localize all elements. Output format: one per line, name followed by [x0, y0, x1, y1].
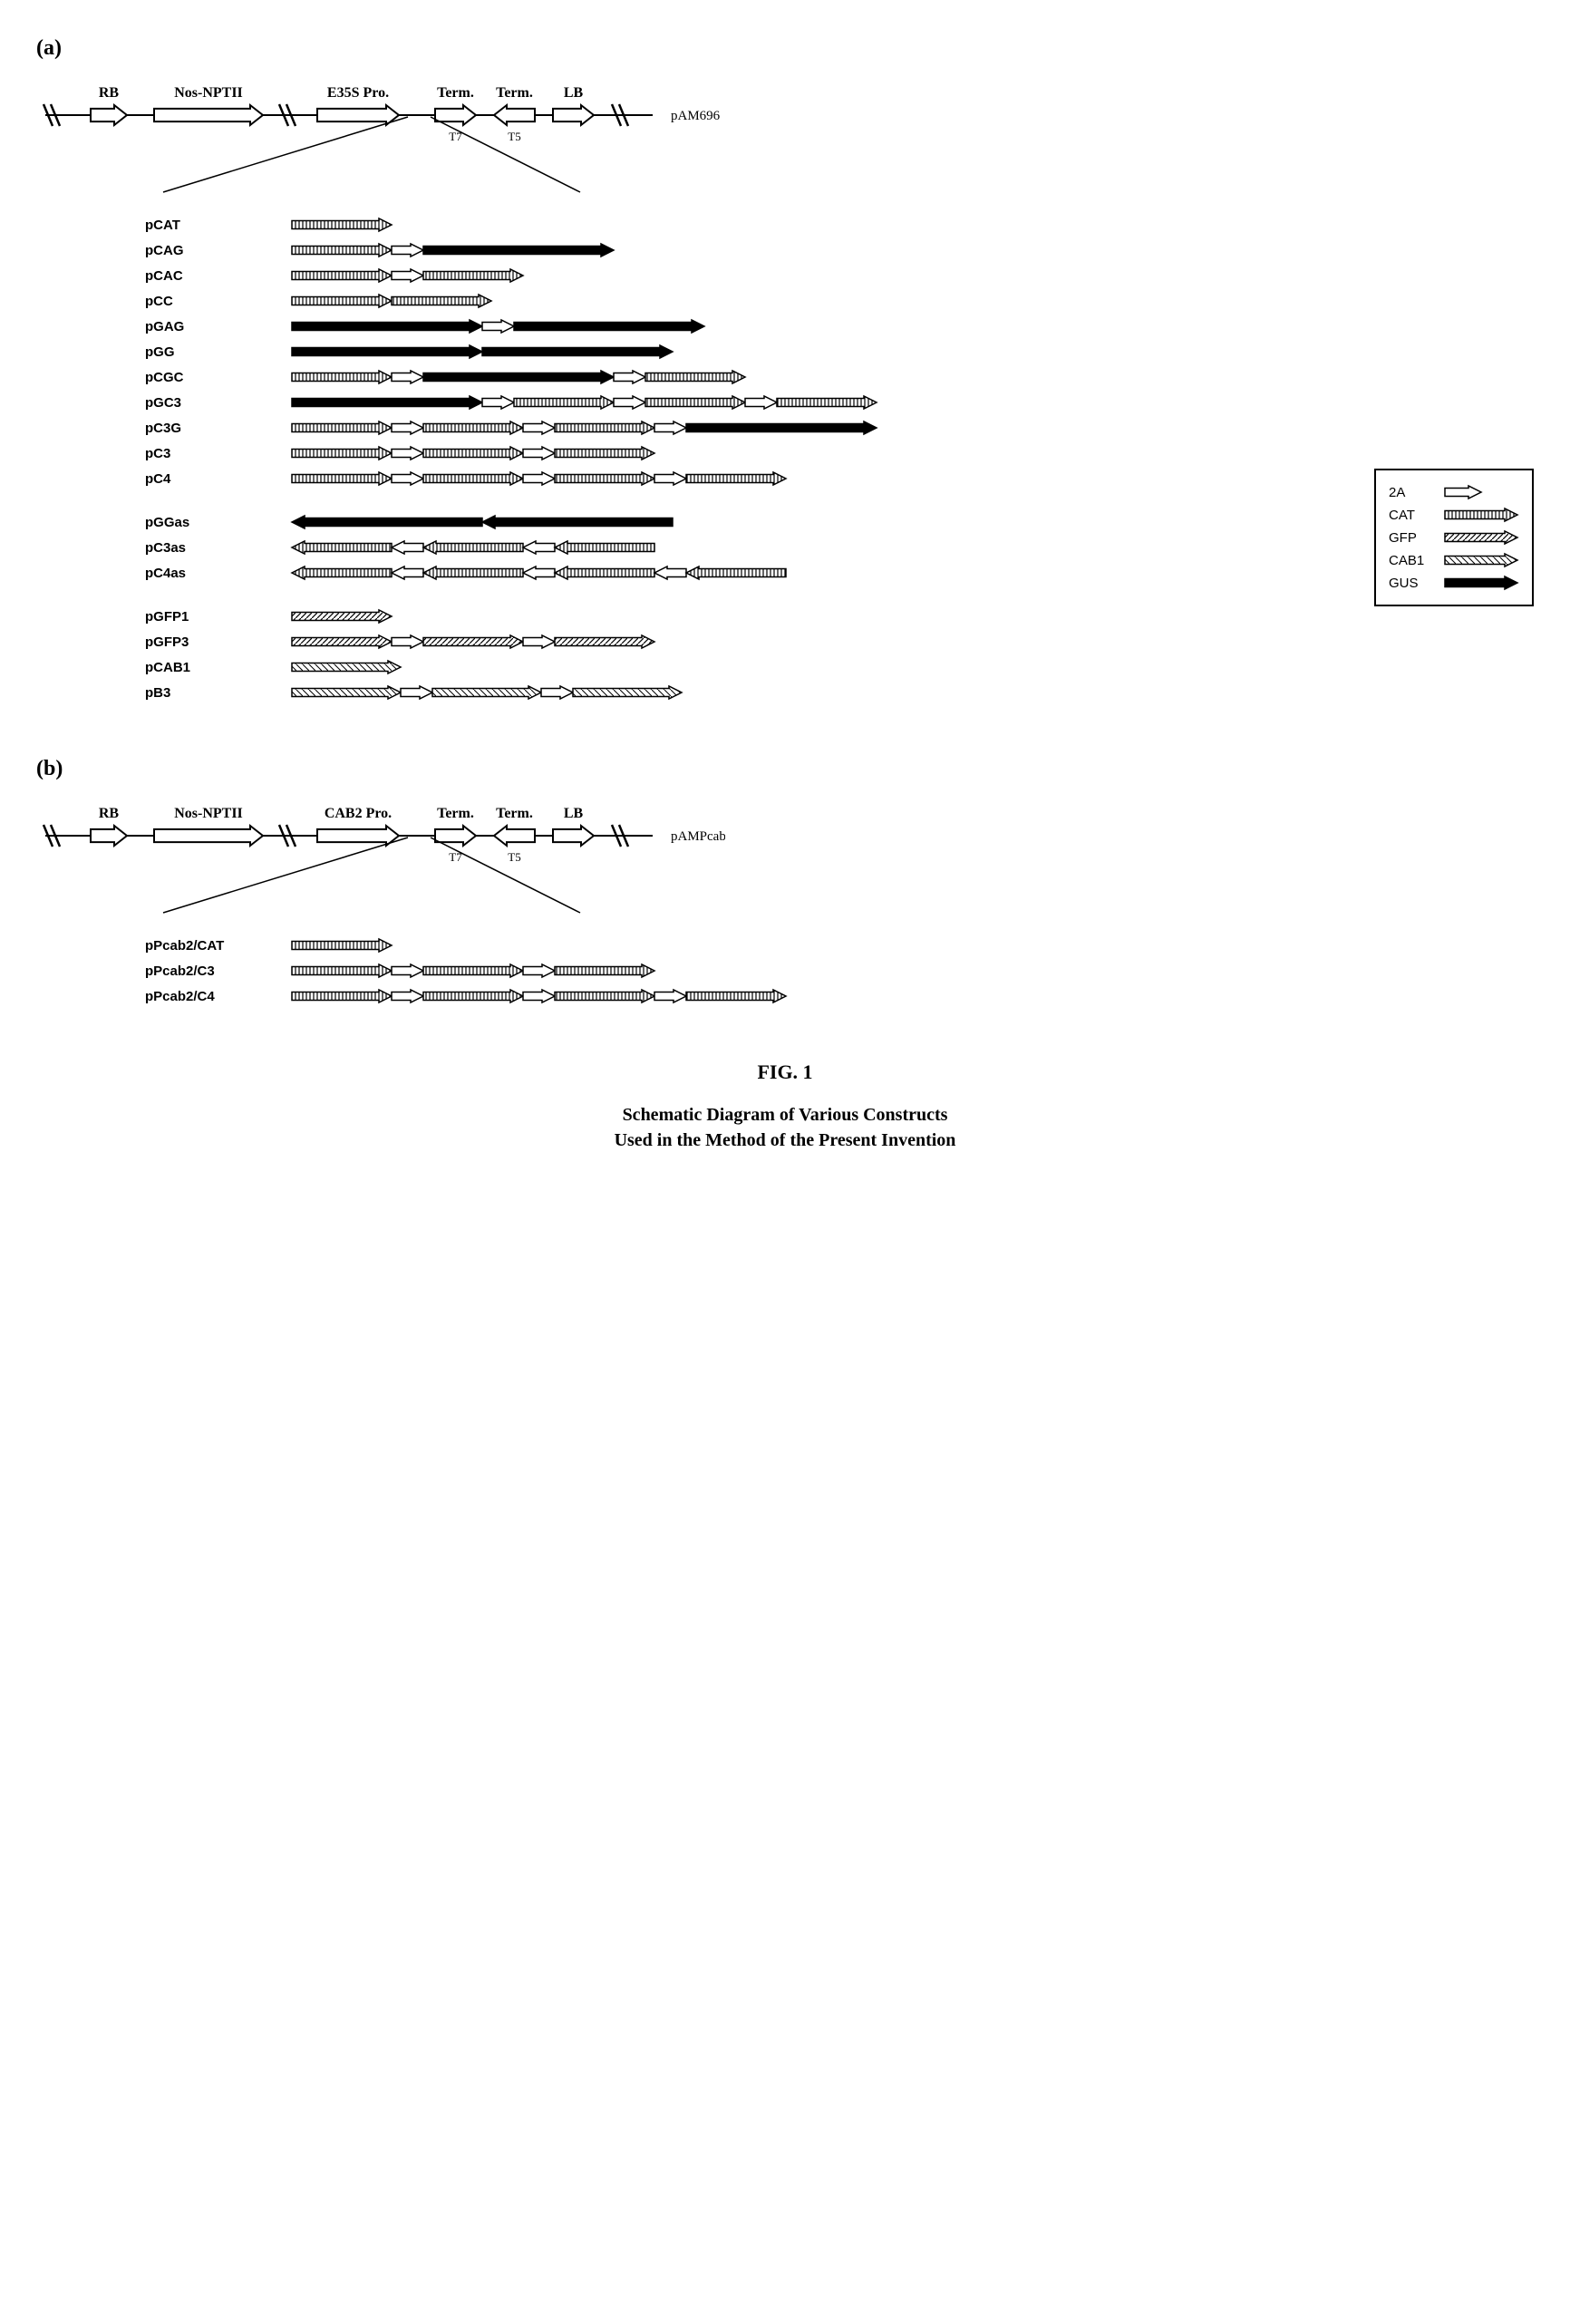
legend-box: 2ACATGFPCAB1GUS: [1374, 469, 1534, 606]
construct-arrows: [290, 607, 1534, 625]
construct-label: pGGas: [145, 515, 290, 530]
svg-text:Term.: Term.: [437, 806, 474, 821]
construct-row: pGGas: [145, 512, 1534, 532]
construct-label: pPcab2/CAT: [145, 938, 290, 954]
construct-row: pC3G: [145, 418, 1534, 438]
construct-label: pC3as: [145, 540, 290, 556]
construct-label: pCGC: [145, 370, 290, 385]
constructs-section-a: 2ACATGFPCAB1GUS pCAT pCAG pCAC pCC pGAG pGG pC…: [145, 215, 1534, 702]
construct-label: pC3G: [145, 421, 290, 436]
construct-label: pGAG: [145, 319, 290, 334]
construct-arrows: [290, 317, 1534, 335]
construct-arrows: [290, 368, 1534, 386]
construct-arrows: [290, 683, 1534, 702]
construct-row: pPcab2/C4: [145, 986, 1534, 1006]
construct-row: pCAC: [145, 266, 1534, 286]
construct-row: pPcab2/CAT: [145, 935, 1534, 955]
construct-row: pCC: [145, 291, 1534, 311]
construct-label: pB3: [145, 685, 290, 701]
construct-label: pCC: [145, 294, 290, 309]
construct-label: pCAC: [145, 268, 290, 284]
construct-label: pGFP1: [145, 609, 290, 625]
construct-row: pB3: [145, 683, 1534, 702]
construct-label: pPcab2/C4: [145, 989, 290, 1004]
construct-label: pCAG: [145, 243, 290, 258]
construct-arrows: [290, 343, 1534, 361]
svg-text:Term.: Term.: [496, 806, 533, 821]
construct-arrows: [290, 241, 1534, 259]
construct-row: pGAG: [145, 316, 1534, 336]
construct-row: pGFP1: [145, 606, 1534, 626]
svg-text:pAM696: pAM696: [671, 109, 721, 123]
svg-text:T5: T5: [508, 850, 520, 864]
vector-diagram-b: RBNos-NPTIICAB2 Pro.Term.T7Term.T5LBpAMP…: [36, 790, 1534, 917]
panel-b-label: (b): [36, 757, 1534, 781]
construct-row: pC4as: [145, 563, 1534, 583]
construct-arrows: [290, 564, 1534, 582]
construct-row: pGC3: [145, 392, 1534, 412]
construct-row: pC3: [145, 443, 1534, 463]
construct-arrows: [290, 962, 1534, 980]
construct-arrows: [290, 633, 1534, 651]
construct-arrows: [290, 538, 1534, 557]
vector-diagram-a: RBNos-NPTIIE35S Pro.Term.T7Term.T5LBpAM6…: [36, 70, 1534, 197]
construct-arrows: [290, 393, 1534, 412]
construct-row: pCAT: [145, 215, 1534, 235]
construct-arrows: [290, 987, 1534, 1005]
construct-arrows: [290, 419, 1534, 437]
construct-row: pC3as: [145, 537, 1534, 557]
figure-caption: Schematic Diagram of Various Constructs …: [36, 1102, 1534, 1153]
panel-b: (b) RBNos-NPTIICAB2 Pro.Term.T7Term.T5LB…: [36, 757, 1534, 1006]
svg-text:CAB2 Pro.: CAB2 Pro.: [325, 806, 392, 821]
svg-text:RB: RB: [99, 85, 120, 101]
construct-row: pCGC: [145, 367, 1534, 387]
construct-row: pCAB1: [145, 657, 1534, 677]
construct-arrows: [290, 266, 1534, 285]
caption-line-1: Schematic Diagram of Various Constructs: [623, 1105, 948, 1125]
construct-row: pPcab2/C3: [145, 961, 1534, 981]
svg-text:pAMPcab2: pAMPcab2: [671, 829, 725, 844]
svg-text:RB: RB: [99, 806, 120, 821]
construct-label: pGC3: [145, 395, 290, 411]
construct-label: pPcab2/C3: [145, 963, 290, 979]
construct-arrows: [290, 292, 1534, 310]
svg-text:Nos-NPTII: Nos-NPTII: [174, 806, 243, 821]
construct-label: pCAT: [145, 218, 290, 233]
construct-row: pGFP3: [145, 632, 1534, 652]
svg-text:LB: LB: [564, 85, 584, 101]
construct-label: pC4as: [145, 566, 290, 581]
construct-label: pGG: [145, 344, 290, 360]
svg-text:Term.: Term.: [496, 85, 533, 101]
construct-row: pCAG: [145, 240, 1534, 260]
figure-title: FIG. 1: [36, 1060, 1534, 1084]
construct-arrows: [290, 658, 1534, 676]
construct-arrows: [290, 444, 1534, 462]
svg-text:Nos-NPTII: Nos-NPTII: [174, 85, 243, 101]
constructs-section-b: pPcab2/CAT pPcab2/C3 pPcab2/C4: [145, 935, 1534, 1006]
panel-a-label: (a): [36, 36, 1534, 61]
construct-row: pGG: [145, 342, 1534, 362]
svg-text:T5: T5: [508, 130, 520, 143]
construct-row: pC4: [145, 469, 1534, 489]
construct-arrows: [290, 470, 1534, 488]
construct-arrows: [290, 936, 1534, 954]
construct-label: pCAB1: [145, 660, 290, 675]
construct-arrows: [290, 513, 1534, 531]
svg-text:E35S Pro.: E35S Pro.: [327, 85, 389, 101]
construct-label: pGFP3: [145, 634, 290, 650]
construct-label: pC4: [145, 471, 290, 487]
construct-arrows: [290, 216, 1534, 234]
construct-label: pC3: [145, 446, 290, 461]
panel-a: (a) RBNos-NPTIIE35S Pro.Term.T7Term.T5LB…: [36, 36, 1534, 702]
svg-text:Term.: Term.: [437, 85, 474, 101]
svg-text:LB: LB: [564, 806, 584, 821]
caption-line-2: Used in the Method of the Present Invent…: [615, 1130, 956, 1150]
